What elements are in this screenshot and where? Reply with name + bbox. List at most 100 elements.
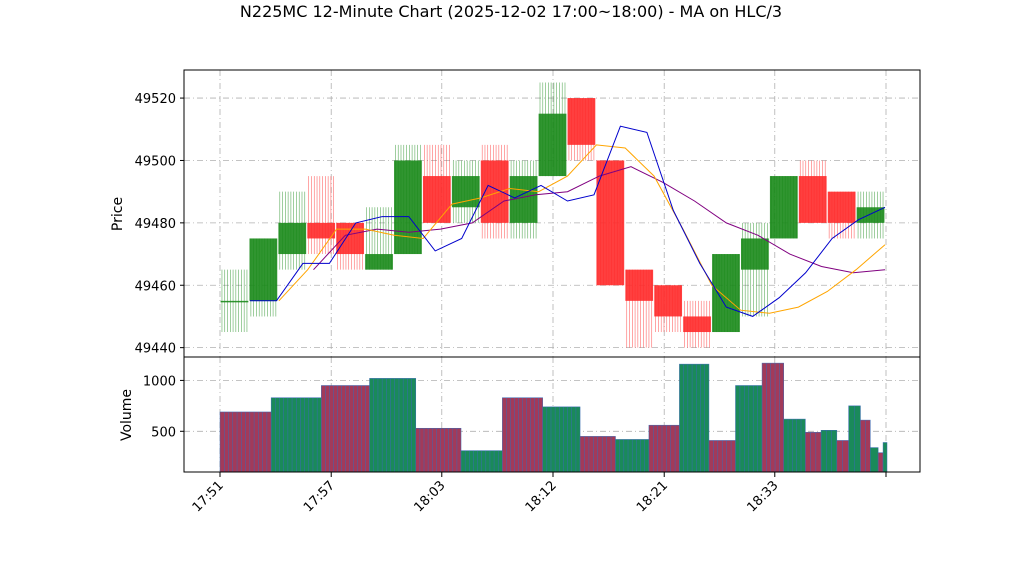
- volume-bar: [542, 406, 581, 473]
- candle: [249, 238, 278, 317]
- volume-bar: [270, 397, 322, 473]
- candle: [220, 269, 249, 333]
- x-tick-label: 17:51: [190, 478, 227, 515]
- ma-fast-line: [250, 125, 886, 317]
- volume-bar: [369, 378, 417, 473]
- volume-bar-body: [648, 424, 680, 473]
- candle-body: [249, 238, 278, 301]
- volume-bar: [735, 385, 763, 473]
- volume-bar: [860, 419, 871, 473]
- candle-body: [769, 176, 798, 239]
- volume-bar: [805, 432, 822, 473]
- candle: [741, 222, 769, 317]
- candle-body: [596, 160, 625, 286]
- volume-bar: [415, 427, 462, 473]
- candle: [654, 285, 683, 333]
- volume-y-tick-label: 1000: [143, 374, 176, 389]
- volume-bar-body: [877, 452, 884, 473]
- candle: [307, 176, 336, 255]
- moving-average-lines: [250, 125, 886, 317]
- candle: [856, 191, 885, 239]
- volume-bar: [848, 405, 861, 473]
- candle-body: [394, 160, 422, 255]
- volume-bar: [648, 424, 680, 473]
- volume-axis-label: Volume: [119, 389, 135, 441]
- price-y-tick-label: 49480: [135, 217, 176, 232]
- candle: [596, 160, 625, 286]
- candle-body: [567, 98, 596, 145]
- volume-bar: [460, 450, 503, 473]
- volume-panel: 500 1000 Volume: [119, 356, 921, 473]
- volume-bar: [579, 436, 616, 473]
- candle-body: [683, 316, 711, 333]
- candle-body: [220, 300, 249, 303]
- x-tick-label: 18:33: [745, 478, 782, 515]
- price-y-tick-label: 49520: [135, 92, 176, 107]
- volume-bar: [502, 397, 543, 473]
- time-x-axis: 17:51 17:57 18:03 18:12 18:21 18:33: [190, 472, 887, 515]
- volume-bar-body: [369, 378, 417, 473]
- ma-slow-line: [313, 166, 886, 274]
- candle: [394, 144, 422, 255]
- candle-body: [798, 176, 827, 223]
- candle: [336, 222, 364, 270]
- candle: [538, 82, 567, 177]
- candle: [683, 300, 711, 348]
- volume-bar: [761, 362, 784, 473]
- volume-bars: [219, 362, 888, 473]
- volume-bar: [615, 439, 650, 473]
- volume-bar: [783, 418, 806, 473]
- candle: [827, 191, 856, 239]
- candle: [798, 160, 827, 223]
- volume-bar-body: [805, 432, 822, 473]
- candle-body: [422, 176, 451, 223]
- volume-bar: [708, 440, 736, 473]
- x-tick-label: 18:12: [523, 478, 560, 515]
- volume-bar-body: [415, 427, 462, 473]
- candle-body: [365, 254, 393, 270]
- price-y-tick-label: 49500: [135, 154, 176, 169]
- volume-bar: [877, 452, 884, 473]
- candle-body: [741, 238, 769, 270]
- candle: [422, 144, 451, 223]
- volume-bar: [219, 411, 272, 473]
- volume-y-tick-label: 500: [151, 425, 176, 440]
- candle-body: [625, 269, 654, 301]
- chart-title: N225MC 12-Minute Chart (2025-12-02 17:00…: [240, 2, 782, 21]
- price-axis-label: Price: [110, 197, 126, 231]
- price-y-tick-label: 49440: [135, 342, 176, 357]
- candle: [365, 207, 393, 270]
- x-tick-label: 18:21: [634, 478, 671, 515]
- volume-bar: [679, 363, 710, 473]
- candle: [567, 98, 596, 161]
- x-tick-label: 17:57: [301, 478, 338, 515]
- candle-body: [538, 113, 567, 177]
- volume-bar: [882, 442, 888, 473]
- volume-plot-frame: [183, 356, 921, 473]
- price-candles: [220, 82, 885, 348]
- candle: [278, 191, 307, 270]
- volume-bar-body: [882, 442, 888, 473]
- volume-bar-body: [542, 406, 581, 473]
- x-tick-label: 18:03: [412, 478, 449, 515]
- volume-bar-body: [783, 418, 806, 473]
- volume-bar: [836, 440, 849, 473]
- volume-bar-body: [679, 363, 710, 473]
- volume-bar-body: [870, 447, 879, 473]
- candle: [712, 254, 740, 333]
- ma-mid-line: [278, 144, 886, 314]
- candle: [451, 160, 480, 223]
- price-y-tick-label: 49460: [135, 279, 176, 294]
- price-panel: 49440 49460 49480 49500 49520 Price: [110, 69, 921, 358]
- candle: [625, 269, 654, 348]
- volume-bar-body: [761, 362, 784, 473]
- candle-body: [451, 176, 480, 208]
- candle-body: [654, 285, 683, 317]
- candle-body: [827, 191, 856, 223]
- candle-body: [336, 222, 364, 255]
- candle-body: [712, 254, 740, 333]
- volume-bar: [870, 447, 879, 473]
- volume-y-axis: 500 1000: [143, 374, 184, 440]
